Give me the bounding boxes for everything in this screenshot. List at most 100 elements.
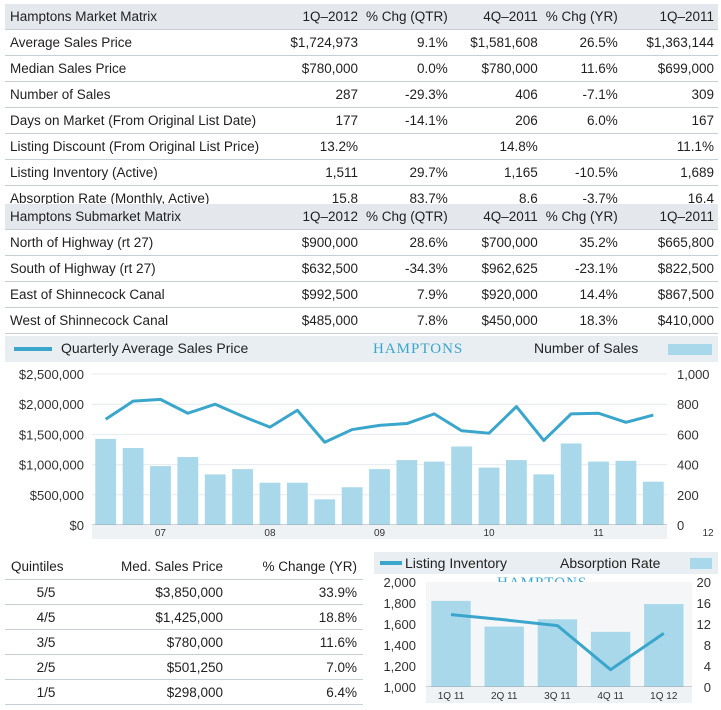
table-cell: $780,000 [87,629,229,655]
table-cell: $3,850,000 [87,579,229,605]
table-cell: $962,625 [451,255,542,282]
table-cell: $298,000 [87,679,229,705]
x-tick-label: 09 [374,528,386,539]
y-left-tick-label: 1,800 [383,596,416,611]
table-cell: $700,000 [451,229,542,256]
table-cell: 7.8% [362,307,452,334]
table-row: West of Shinnecock Canal $485,000 7.8% $450… [5,307,718,334]
row-label: 3/5 [5,629,87,655]
small-chart-legend-banner [374,552,718,574]
table-cell: 33.9% [229,579,363,605]
sales-count-bar [341,487,363,525]
line-legend-label: Quarterly Average Sales Price [61,340,249,356]
table-row: North of Highway (rt 27) $900,000 28.6% $70… [5,229,718,256]
table-cell: 14.4% [541,281,622,308]
x-tick-label: 10 [483,528,495,539]
sales-count-bar [506,460,527,525]
row-label: Days on Market (From Original List Date) [5,107,276,134]
y-right-tick-label: 0 [677,518,684,533]
table-cell: 18.8% [229,604,363,630]
y-left-tick-label: 1,400 [383,638,416,653]
table-cell: 177 [276,107,362,134]
sales-count-bar [560,443,582,525]
table-cell: 206 [451,107,542,134]
table-cell: $665,800 [621,229,718,256]
header-cell: 1Q–2011 [621,204,718,230]
y-right-tick-label: 400 [677,458,699,473]
row-label: Listing Discount (From Original List Pri… [5,133,276,160]
header-cell: Hamptons Market Matrix [5,4,276,30]
y-right-tick-label: 200 [677,488,699,503]
x-tick-label: 07 [155,528,167,539]
x-tick-label: 1Q 12 [650,691,678,702]
table-row: Median Sales Price $780,000 0.0% $780,000 11… [5,55,718,82]
sales-count-bar [423,461,445,525]
sales-count-bar [642,481,664,525]
market-matrix-header: Hamptons Market Matrix 1Q–2012 % Chg (QT… [5,4,718,30]
y-right-tick-label: 20 [697,575,711,590]
table-cell: -34.3% [362,255,452,282]
table-cell: $1,724,973 [276,29,362,56]
y-left-tick-label: $2,500,000 [19,367,84,382]
table-row: Listing Discount (From Original List Pri… [5,133,718,160]
table-cell: $822,500 [621,255,718,282]
quintiles-header: Quintiles Med. Sales Price % Change (YR) [5,553,363,580]
bar-legend-label: Number of Sales [534,340,639,356]
absorption-legend-swatch [690,558,712,569]
absorption-rate-bar [644,604,684,687]
absorption-rate-bar [537,619,578,687]
table-cell: 18.3% [541,307,622,334]
table-cell: 35.2% [541,229,622,256]
sales-count-bar [314,499,336,525]
x-tick-label: 2Q 11 [491,691,518,702]
sales-count-bar [95,438,117,525]
listing-inventory-line [450,613,665,672]
table-cell: -7.1% [541,81,622,108]
y-left-tick-label: $2,000,000 [19,397,84,412]
brand-label: HAMPTONS [373,341,464,357]
sales-count-bar [615,460,637,525]
y-left-tick-label: $500,000 [30,488,84,503]
sales-count-bar [478,467,500,525]
table-cell [541,133,622,160]
table-cell: 167 [621,107,718,134]
x-tick-label: 4Q 11 [597,691,624,702]
row-label: Number of Sales [5,81,276,108]
row-label: 2/5 [5,654,87,680]
sales-count-bar [286,482,308,525]
table-cell: 26.5% [541,29,622,56]
main-chart: $2,500,000 $2,000,000 $1,500,000 $1,000,000… [19,367,715,539]
main-chart-legend-banner [5,336,718,362]
table-row: 1/5 $298,000 6.4% [5,679,363,705]
x-tick-label: 1Q 11 [438,691,465,702]
table-cell: $992,500 [276,281,362,308]
table-cell: $485,000 [276,307,362,334]
y-right-tick-label: 800 [677,397,699,412]
table-cell: 11.6% [541,55,622,82]
sales-count-bar [451,446,473,525]
sales-count-bar [232,469,253,525]
header-cell: Hamptons Submarket Matrix [5,204,276,230]
row-label: 4/5 [5,604,87,630]
x-axis-band [426,687,692,703]
header-cell: 4Q–2011 [451,4,542,30]
y-left-tick-label: 1,200 [383,659,416,674]
x-tick-label: 12 [703,528,715,539]
absorption-legend-label: Absorption Rate [560,555,661,571]
sales-count-bar [588,461,609,525]
table-cell: $920,000 [451,281,542,308]
market-matrix-table: Hamptons Market Matrix 1Q–2012 % Chg (QT… [5,4,718,212]
table-cell: 11.1% [621,133,718,160]
sales-count-bar [369,469,390,525]
table-cell: -29.3% [362,81,452,108]
submarket-matrix-table: Hamptons Submarket Matrix 1Q–2012 % Chg … [5,204,718,334]
table-cell: $780,000 [451,55,542,82]
y-right-tick-label: 4 [704,659,711,674]
sales-count-bar [150,466,171,525]
header-cell: % Chg (YR) [541,204,622,230]
table-row: South of Highway (rt 27) $632,500 -34.3% $9… [5,255,718,282]
table-cell: 11.6% [229,629,363,655]
table-cell: $450,000 [451,307,542,334]
row-label: East of Shinnecock Canal [5,281,276,308]
table-cell: 1,165 [451,159,542,186]
